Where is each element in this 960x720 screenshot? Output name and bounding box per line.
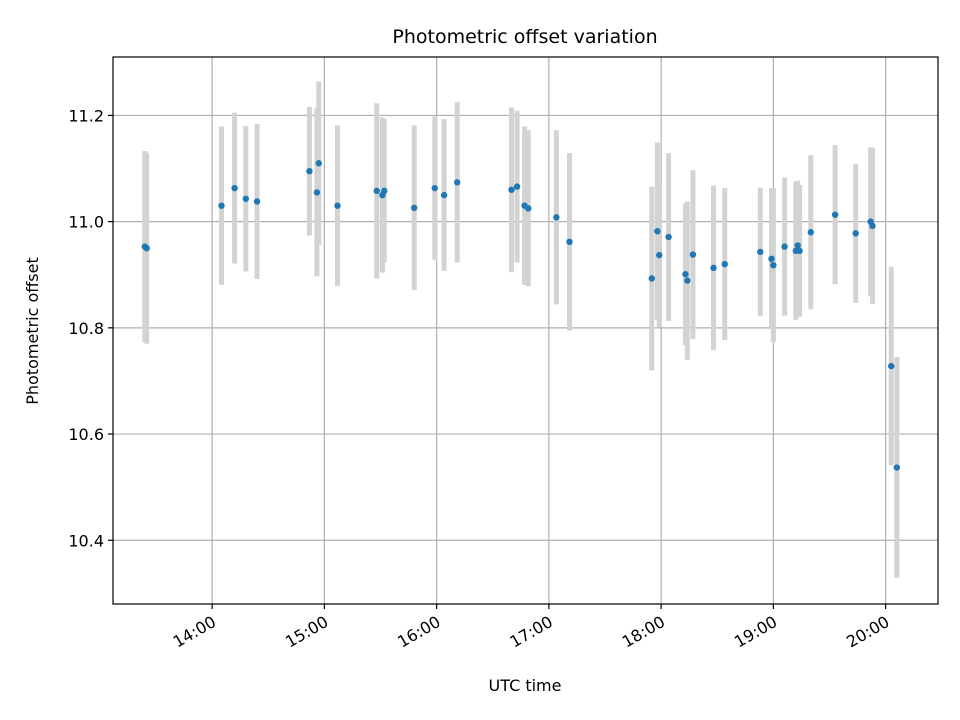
data-point (315, 160, 322, 167)
y-axis-ticks: 10.4 10.6 10.8 11.0 11.2 (68, 106, 113, 550)
data-point (888, 362, 895, 370)
data-point (656, 251, 663, 259)
data-point (253, 198, 261, 205)
data-point (508, 186, 515, 193)
x-axis-title: UTC time (489, 676, 562, 695)
x-axis-ticks: 14:00 15:00 16:00 17:00 18:00 19:00 20:00 (170, 604, 893, 652)
data-point (334, 202, 341, 209)
data-point (781, 243, 788, 250)
data-point (710, 264, 717, 272)
y-tick-label: 11.0 (68, 213, 104, 232)
y-tick-label: 10.6 (68, 425, 104, 444)
data-point (410, 204, 418, 212)
data-point (794, 242, 801, 249)
data-point (454, 179, 461, 186)
data-point (648, 275, 655, 282)
data-point (242, 195, 250, 202)
data-point (796, 247, 803, 255)
data-point (513, 183, 521, 190)
y-tick-label: 11.2 (68, 106, 104, 125)
data-point (553, 214, 560, 221)
data-point (852, 230, 859, 237)
x-tick-label: 15:00 (282, 612, 331, 652)
data-point (665, 233, 672, 241)
data-point (306, 167, 313, 175)
plot-frame (112, 56, 939, 605)
data-point (381, 187, 388, 195)
data-point (807, 229, 814, 236)
data-point (566, 238, 573, 246)
data-point (218, 202, 225, 209)
x-tick-label: 20:00 (843, 612, 892, 652)
x-tick-label: 14:00 (170, 612, 219, 652)
data-point (682, 271, 689, 278)
data-point (654, 227, 661, 235)
data-point (770, 261, 777, 269)
x-tick-label: 17:00 (506, 612, 555, 652)
data-point (440, 191, 448, 199)
x-tick-label: 16:00 (394, 612, 443, 652)
data-point (313, 189, 321, 196)
data-point (525, 205, 532, 212)
y-axis-title: Photometric offset (23, 257, 42, 405)
data-point (768, 255, 775, 263)
data-points (141, 160, 901, 471)
data-point (684, 277, 691, 284)
data-point (689, 251, 697, 258)
y-tick-label: 10.4 (68, 531, 104, 550)
data-point (831, 211, 839, 218)
data-point (431, 184, 438, 192)
data-point (869, 222, 876, 230)
x-tick-label: 18:00 (619, 612, 668, 652)
data-point (143, 244, 150, 252)
data-point (721, 260, 728, 268)
x-tick-label: 19:00 (731, 612, 780, 652)
chart-title: Photometric offset variation (392, 26, 657, 48)
data-point (373, 187, 380, 195)
y-tick-label: 10.8 (68, 319, 104, 338)
data-point (231, 184, 238, 192)
data-point (893, 464, 901, 471)
data-point (757, 248, 764, 256)
